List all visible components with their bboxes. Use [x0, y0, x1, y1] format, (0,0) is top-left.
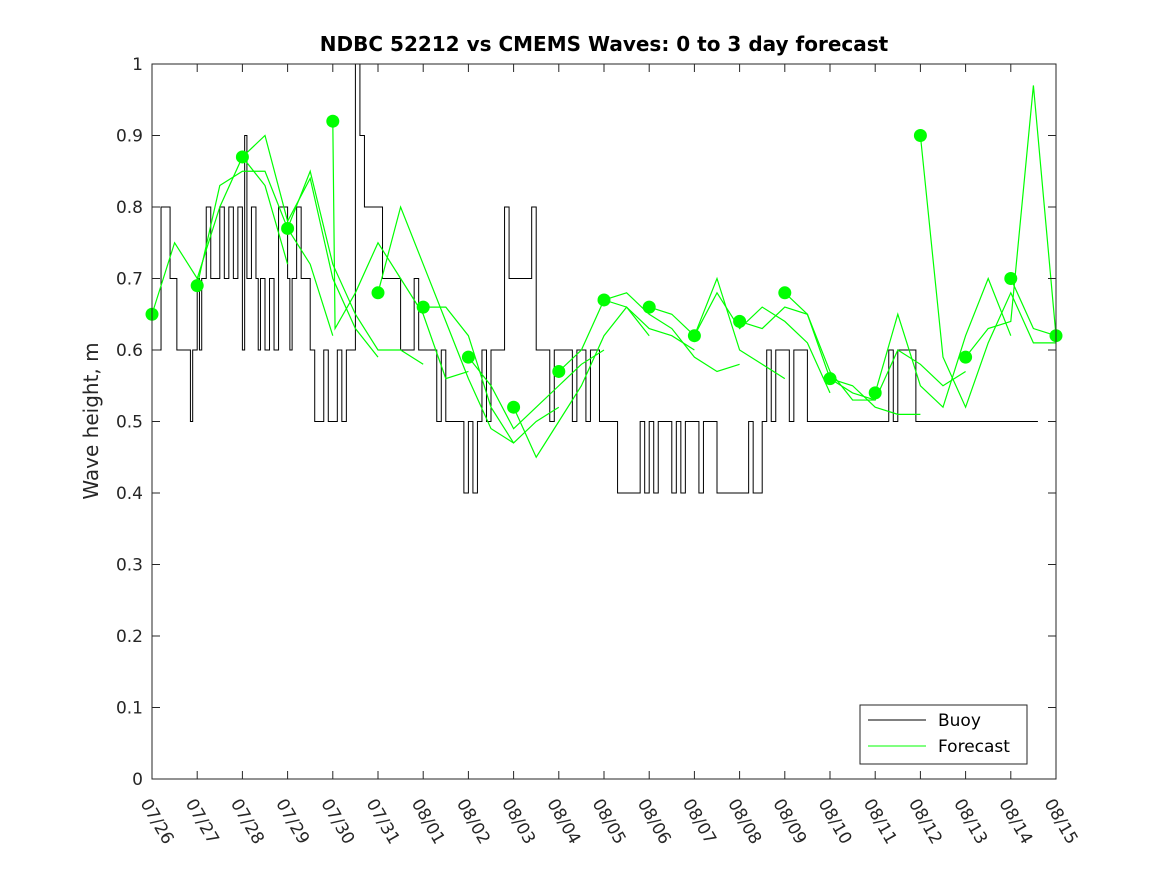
forecast-series-line	[919, 135, 1056, 409]
y-tick-label: 0	[132, 770, 143, 790]
x-tick-label: 08/02	[452, 796, 494, 848]
forecast-initial-point	[1004, 272, 1018, 285]
forecast-series-line	[287, 169, 424, 365]
chart-title: NDBC 52212 vs CMEMS Waves: 0 to 3 day fo…	[320, 32, 889, 56]
forecast-series-line	[377, 205, 514, 444]
forecast-initial-point	[597, 293, 611, 307]
forecast-initial-point	[326, 114, 340, 128]
x-tick-label: 08/06	[633, 796, 675, 848]
x-tick-label: 08/08	[723, 796, 765, 848]
x-tick-label: 07/27	[181, 796, 223, 848]
forecast-series-line	[603, 292, 740, 373]
forecast-series-line	[332, 121, 469, 380]
forecast-initial-point	[823, 372, 837, 386]
x-tick-label: 08/07	[678, 796, 720, 848]
x-tick-label: 08/15	[1040, 796, 1082, 848]
x-tick-label: 08/14	[994, 796, 1036, 848]
forecast-series-line	[784, 292, 921, 415]
x-tick-label: 08/09	[768, 796, 810, 848]
y-tick-label: 0.3	[116, 556, 143, 576]
forecast-initial-point	[281, 221, 295, 235]
forecast-series-line	[467, 349, 605, 430]
forecast-series-line	[423, 306, 560, 444]
forecast-initial-point	[868, 386, 882, 400]
x-tick-label: 08/13	[949, 796, 991, 848]
forecast-series-line	[1010, 278, 1057, 337]
x-tick-label: 07/31	[362, 796, 404, 848]
forecast-series-line	[693, 291, 831, 394]
forecast-series-line	[649, 276, 786, 380]
forecast-series-line	[151, 155, 289, 315]
x-tick-label: 07/30	[316, 796, 358, 848]
forecast-initial-point	[959, 350, 973, 364]
forecast-initial-point	[642, 300, 656, 314]
y-tick-label: 0.1	[116, 699, 143, 719]
x-tick-label: 08/11	[859, 796, 901, 848]
forecast-initial-point	[778, 286, 792, 300]
y-axis-label: Wave height, m	[79, 342, 103, 499]
forecast-initial-point	[733, 314, 747, 328]
forecast-initial-point	[552, 364, 566, 378]
forecast-initial-point	[190, 279, 204, 293]
x-tick-label: 07/26	[136, 796, 178, 848]
forecast-series-line	[558, 299, 695, 372]
x-tick-label: 07/29	[271, 796, 313, 848]
x-tick-label: 07/28	[226, 796, 268, 848]
forecast-initial-point	[507, 400, 521, 414]
y-tick-label: 0.2	[116, 627, 143, 647]
y-tick-label: 0.5	[116, 413, 143, 433]
y-tick-label: 1	[132, 55, 143, 75]
forecast-initial-point	[235, 150, 249, 164]
forecast-series-line	[241, 134, 379, 358]
x-tick-label: 08/04	[542, 796, 584, 848]
forecast-initial-point	[461, 350, 475, 364]
y-tick-label: 0.7	[116, 270, 143, 290]
x-tick-label: 08/10	[814, 796, 856, 848]
x-tick-label: 08/05	[588, 796, 630, 848]
y-tick-label: 0.6	[116, 341, 143, 361]
forecast-series-line	[829, 349, 966, 401]
legend-forecast-label: Forecast	[938, 737, 1010, 757]
legend: Buoy Forecast	[859, 704, 1028, 765]
forecast-initial-point	[416, 300, 430, 314]
y-tick-label: 0.9	[116, 127, 143, 147]
legend-box	[859, 704, 1028, 765]
forecast-initial-point	[371, 286, 385, 300]
x-tick-label: 08/01	[407, 796, 449, 848]
x-tick-label: 08/03	[497, 796, 539, 848]
forecast-series-line	[965, 85, 1057, 358]
forecast-series-line	[513, 306, 650, 459]
legend-buoy-label: Buoy	[938, 711, 981, 731]
y-tick-label: 0.4	[116, 484, 143, 504]
forecast-series-line	[196, 170, 334, 336]
x-tick-label: 08/12	[904, 796, 946, 848]
forecast-initial-point	[687, 329, 701, 343]
forecast-series-line	[874, 276, 1012, 409]
buoy-series-line	[156, 63, 1038, 494]
y-tick-label: 0.8	[116, 198, 143, 218]
forecast-initial-point	[913, 129, 927, 142]
